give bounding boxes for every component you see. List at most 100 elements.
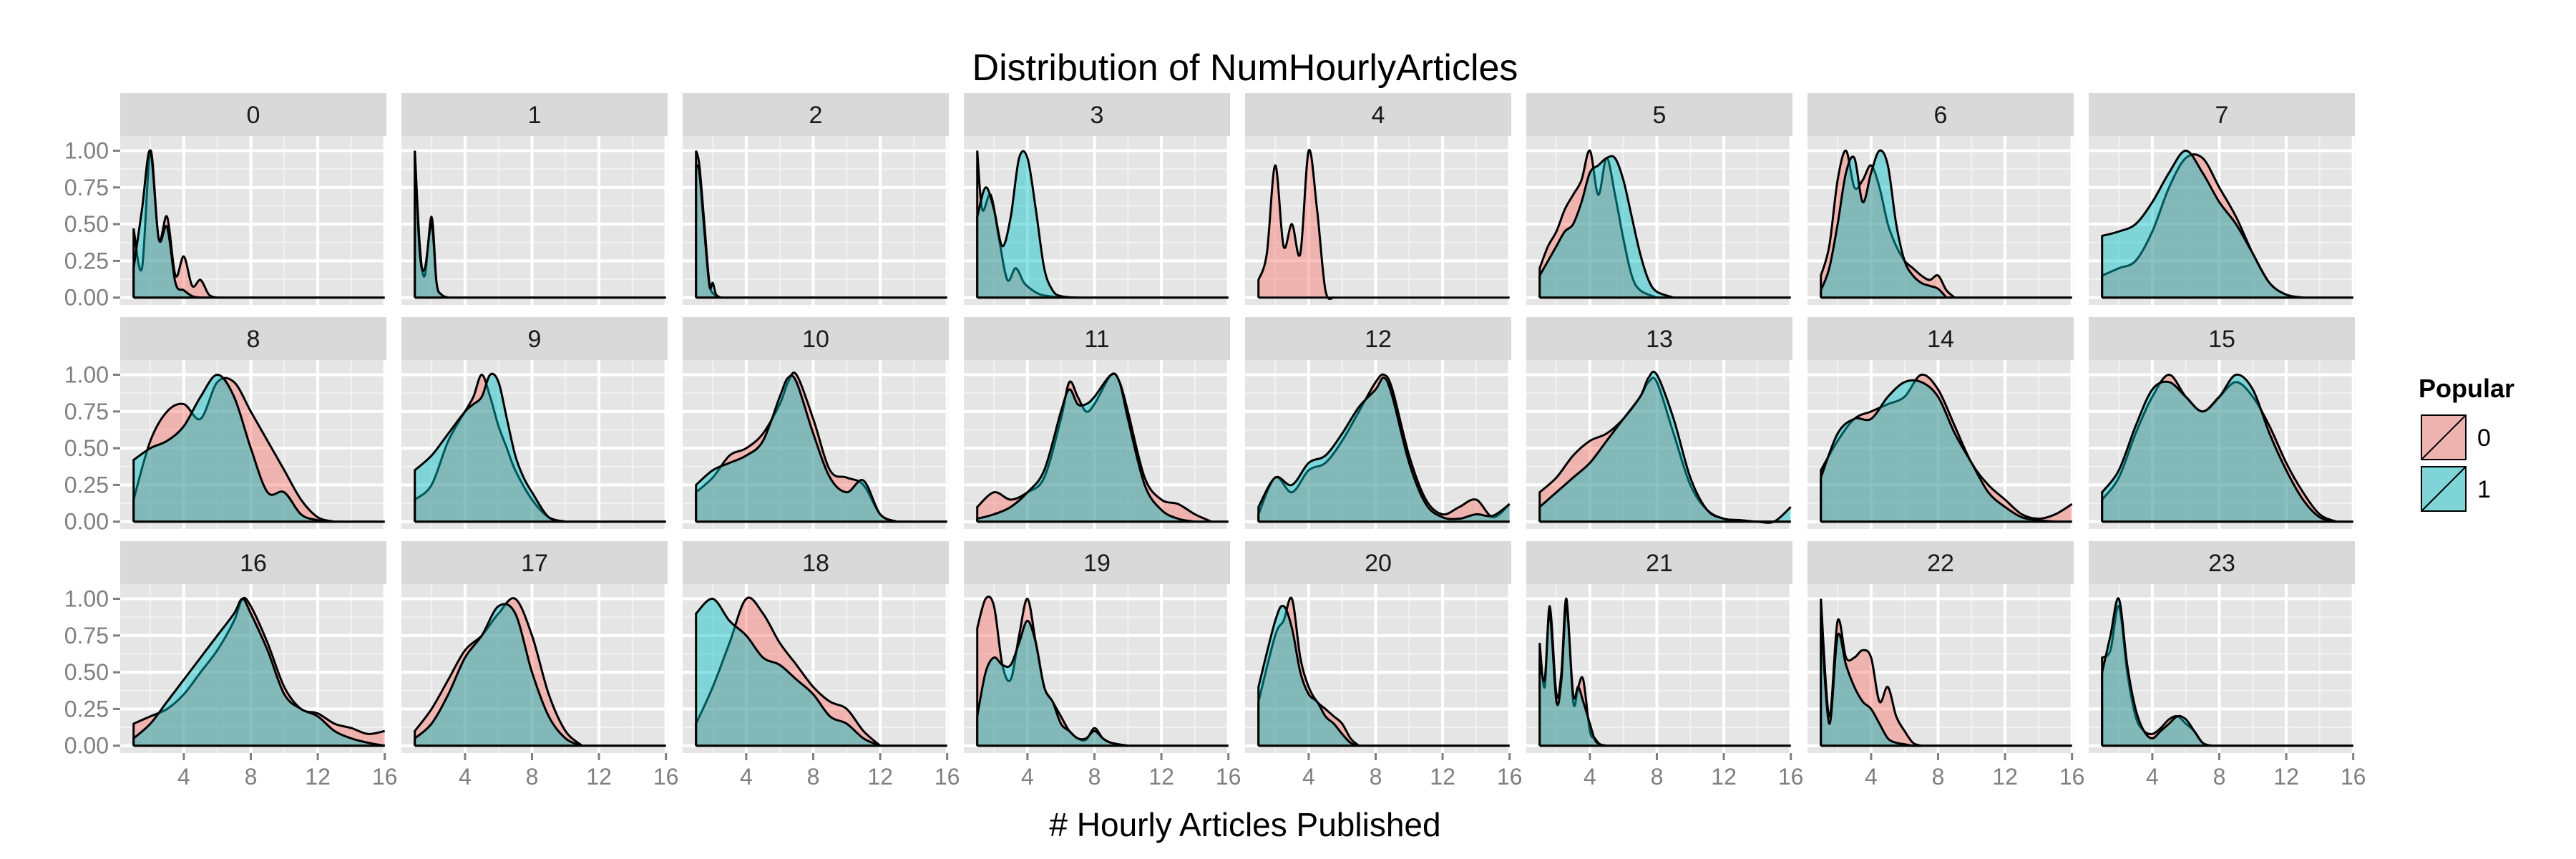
legend-swatch-slash [2421,414,2467,460]
facet-strip [120,93,386,136]
facet-panel-15: 15 [2089,317,2355,529]
facet-panel-14: 14 [1807,317,2074,529]
panel-background [1245,360,1511,529]
density-area-popular-0 [2102,374,2337,522]
panel-background [2089,360,2355,529]
density-area-popular-0 [1820,598,1922,746]
panel-background [401,584,668,753]
panel-background [1807,584,2074,753]
facet-panel-0: 0 0.00 0.25 0.50 0.75 1.00 [64,93,386,311]
x-tick-label: 8 [526,764,539,790]
density-area-popular-0 [1820,150,1955,298]
density-area-popular-1 [1258,606,1360,746]
legend-title: Popular [2419,374,2514,403]
facet-strip-label: 16 [240,550,267,577]
density-area-popular-0 [133,150,218,298]
y-tick-label: 0.00 [64,285,109,311]
density-area-popular-0 [414,374,566,522]
x-tick-label: 4 [177,764,190,790]
facet-strip-label: 22 [1927,550,1954,577]
density-line-popular-0 [1820,150,1956,299]
density-area-popular-1 [696,375,897,522]
facet-panel-20: 20 4 8 12 16 [1245,541,1522,790]
density-area-popular-1 [977,151,1078,298]
density-line-popular-1 [1820,613,1922,747]
x-tick-label: 4 [1302,764,1315,790]
density-line-popular-1 [1257,377,1511,522]
facet-strip-label: 20 [1365,550,1392,577]
density-line-popular-1 [1820,149,1948,299]
density-line-popular-0 [1257,596,1360,747]
facet-strip [964,541,1230,584]
density-area-popular-1 [1539,156,1674,298]
density-line-popular-0 [132,150,218,299]
facet-strip [401,93,668,136]
facet-strip-label: 19 [1083,550,1111,577]
density-line-popular-1 [414,150,449,299]
y-tick-label: 0.00 [64,733,109,759]
density-line-popular-0 [1257,373,1511,522]
density-area-popular-1 [1258,377,1510,522]
gridlines [401,136,668,305]
facet-panel-9: 9 [401,317,668,529]
y-tick-label: 1.00 [64,362,109,388]
x-tick-label: 4 [1584,764,1596,790]
panel-background [1245,136,1511,305]
x-axis-title: # Hourly Articles Published [1049,806,1440,843]
density-area-popular-1 [2102,374,2337,522]
facet-strip [2089,317,2355,360]
x-tick-label: 12 [2273,764,2299,790]
facet-panel-23: 23 4 8 12 16 [2089,541,2366,790]
facet-strip-label: 0 [247,102,260,129]
facet-panel-12: 12 [1245,317,1511,529]
facet-strip [1807,541,2074,584]
facet-strip-label: 14 [1927,326,1954,353]
x-tick-label: 8 [1932,764,1945,790]
density-area-popular-1 [696,165,721,298]
density-line-popular-1 [1538,155,1674,299]
panel-background [964,360,1230,529]
facet-strip [120,317,386,360]
facet-strip-label: 10 [802,326,829,353]
density-line-popular-1 [132,598,385,747]
facet-strip-label: 4 [1372,102,1385,129]
density-area-popular-1 [2102,150,2303,298]
density-line-popular-1 [1820,379,2056,523]
x-tick-label: 16 [653,764,679,790]
facet-strip-label: 13 [1646,326,1673,353]
facet-panel-10: 10 [683,317,949,529]
density-line-popular-1 [976,150,1078,299]
facet-strip [1526,541,1792,584]
x-tick-label: 8 [1651,764,1664,790]
y-tick-label: 0.25 [64,696,109,722]
panel-background [1807,360,2074,529]
facet-strip-label: 12 [1365,326,1392,353]
density-line-popular-0 [1257,148,1335,301]
chart-title: Distribution of NumHourlyArticles [972,47,1518,89]
density-line-popular-1 [1538,605,1607,747]
density-area-popular-0 [414,598,582,746]
legend-entry-0: 0 [2419,413,2491,462]
x-tick-label: 8 [2213,764,2226,790]
legend-entries: 01 [2419,413,2491,513]
facet-panel-1: 1 [401,93,668,305]
density-area-popular-1 [133,374,335,522]
x-tick-label: 16 [372,764,398,790]
density-area-popular-1 [977,374,1195,522]
facet-panel-11: 11 [964,317,1230,529]
facet-panel-13: 13 [1526,317,1792,529]
density-area-popular-0 [1539,598,1607,746]
facet-strip [1245,541,1511,584]
y-tick-label: 1.00 [64,138,109,164]
density-line-popular-0 [414,597,583,747]
density-area-popular-0 [2102,154,2303,298]
facet-strip [401,541,668,584]
panel-background [683,136,949,305]
y-tick-label: 0.50 [64,659,109,685]
x-tick-label: 16 [1216,764,1241,790]
density-area-popular-1 [1820,380,2056,522]
legend-label: 0 [2477,424,2491,452]
x-tick-label: 16 [2341,764,2366,790]
panel-background [1245,584,1511,753]
density-line-popular-0 [976,150,1061,299]
